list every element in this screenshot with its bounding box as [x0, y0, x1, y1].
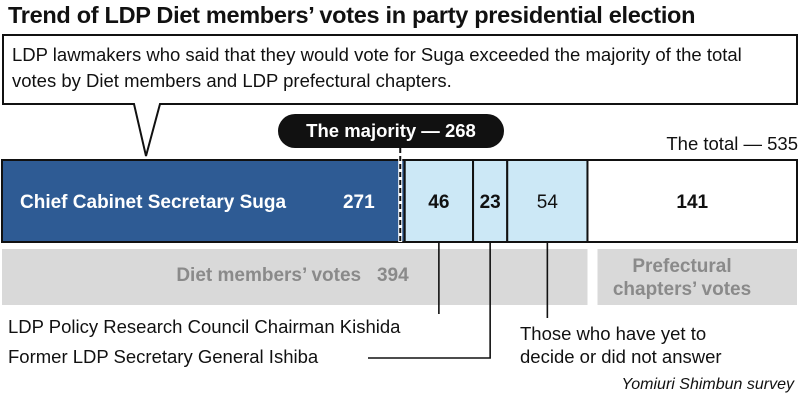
- group-value-diet-members: 394: [377, 265, 409, 286]
- bar-value-prefectural: 141: [676, 192, 708, 213]
- bar-value-suga: 271: [343, 192, 375, 213]
- group-label-prefectural-chapters: Prefectural chapters’ votes: [600, 255, 764, 301]
- annotation-ishiba: Former LDP Secretary General Ishiba: [8, 346, 318, 368]
- source-note: Yomiuri Shimbun survey: [621, 376, 794, 394]
- annotation-undecided: Those who have yet to decide or did not …: [520, 322, 765, 368]
- bar-value-ishiba: 23: [480, 192, 501, 213]
- annotation-kishida: LDP Policy Research Council Chairman Kis…: [8, 316, 400, 338]
- bar-value-undecided: 54: [537, 192, 559, 213]
- bar-label-suga: Chief Cabinet Secretary Suga: [20, 192, 287, 213]
- bar-value-kishida: 46: [428, 192, 449, 213]
- group-label-diet-members: Diet members’ votes 394: [0, 265, 585, 287]
